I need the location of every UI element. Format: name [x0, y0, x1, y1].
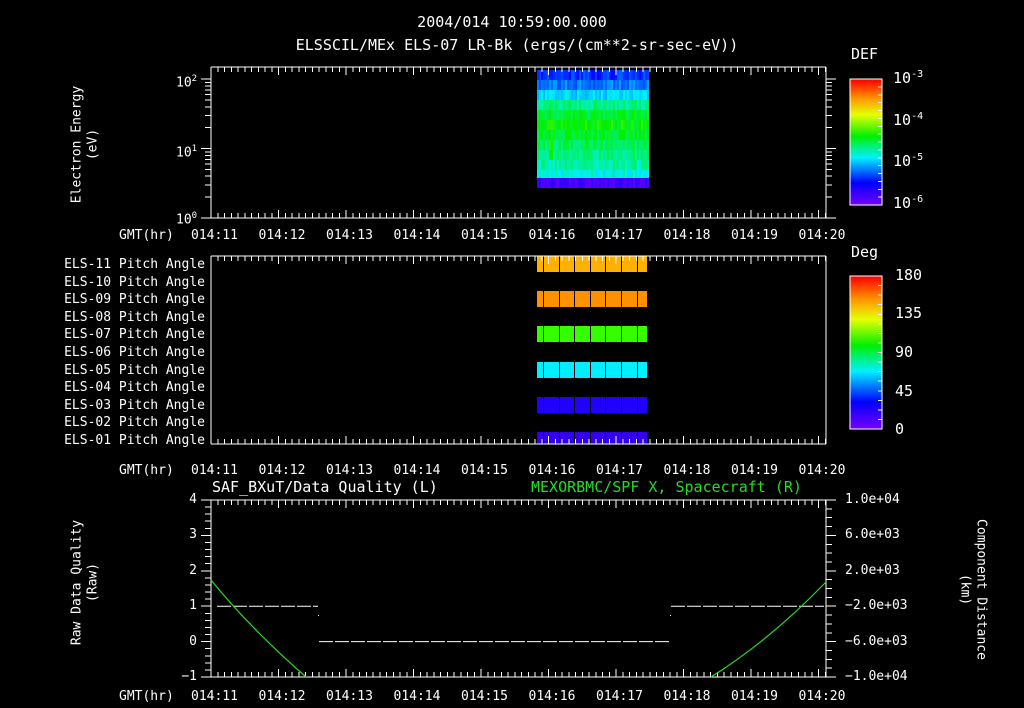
- panel3-ylabel-left: Raw Data Quality (Raw): [69, 503, 101, 663]
- x-axis-tick-label: 014:11: [191, 463, 238, 478]
- panel3-title-left: SAF_BXuT/Data Quality (L): [212, 478, 438, 496]
- colorbar1-label: DEF: [851, 45, 879, 63]
- pitch-angle-row-label: ELS-08 Pitch Angle: [64, 310, 205, 325]
- x-axis-tick-label: 014:13: [326, 689, 373, 704]
- x-axis-tick-label: 014:12: [258, 228, 306, 243]
- colorbar2-tick-135: 135: [895, 304, 923, 322]
- colorbar2-tick-45: 45: [895, 382, 914, 400]
- panel3-ytick-left: 3: [189, 527, 197, 543]
- x-axis-tick-label: 014:14: [393, 463, 441, 478]
- x-axis-tick-label: 014:16: [528, 463, 576, 478]
- panel1-ylabel-line1: Electron Energy: [69, 85, 85, 204]
- plot-title: ELSSCIL/MEx ELS-07 LR-Bk (ergs/(cm**2-sr…: [295, 36, 739, 54]
- colorbar1-tick-1e-6: 10-6: [893, 194, 924, 212]
- x-axis-tick-label: 014:18: [663, 463, 711, 478]
- panel3-ylabel-left-line1: Raw Data Quality: [69, 519, 85, 646]
- panel3-ylabel-left-line2: (Raw): [85, 562, 101, 603]
- panel1-ytick-100: 102: [176, 74, 198, 91]
- panel3-ylabel-right-line2: (km): [957, 573, 973, 606]
- x-axis-tick-label: 014:19: [731, 689, 778, 704]
- x-axis-tick-label: 014:14: [393, 228, 441, 243]
- panel3-ytick-left: 2: [189, 562, 197, 578]
- panel1-ylabel-line2: (eV): [85, 128, 101, 161]
- x-axis-tick-label: 014:20: [798, 463, 846, 478]
- colorbar2-tick-180: 180: [895, 266, 923, 284]
- panel3-ytick-right: −1.0e+04: [845, 669, 908, 684]
- x-axis-tick-label: 014:16: [528, 228, 576, 243]
- pitch-angle-row-label: ELS-04 Pitch Angle: [64, 380, 205, 395]
- panel3-ytick-left: −1: [181, 669, 197, 684]
- pitch-angle-row-label: ELS-01 Pitch Angle: [64, 433, 205, 448]
- panel3-ytick-right: −6.0e+03: [845, 633, 908, 649]
- x-axis-tick-label: 014:13: [326, 463, 373, 478]
- x-axis-tick-label: 014:14: [393, 689, 441, 704]
- pitch-angle-row-label: ELS-06 Pitch Angle: [64, 345, 205, 360]
- x-axis-tick-label: 014:12: [258, 463, 306, 478]
- x-axis-tick-label: 014:17: [596, 228, 643, 243]
- x-axis-tick-label: 014:19: [731, 228, 778, 243]
- colorbar1-tick-1e-4: 10-4: [893, 111, 924, 129]
- x-axis-tick-label: 014:13: [326, 228, 373, 243]
- panel3-ylabel-right-line1: Component Distance: [973, 519, 989, 660]
- pitch-angle-row-label: ELS-03 Pitch Angle: [64, 398, 205, 413]
- x-axis-tick-label: 014:15: [461, 463, 508, 478]
- pitch-angle-row-label: ELS-11 Pitch Angle: [64, 257, 205, 272]
- x-axis-tick-label: 014:16: [528, 689, 576, 704]
- x-axis-tick-label: 014:19: [731, 463, 778, 478]
- x-axis-tick-label: 014:17: [596, 463, 643, 478]
- x-axis-title: GMT(hr): [119, 463, 174, 478]
- panel3-ytick-left: 0: [189, 633, 197, 649]
- colorbar2-tick-90: 90: [895, 343, 914, 361]
- x-axis-title: GMT(hr): [119, 689, 174, 704]
- x-axis-tick-label: 014:20: [798, 689, 846, 704]
- colorbar2-tick-0: 0: [895, 420, 905, 438]
- x-axis-tick-label: 014:20: [798, 228, 846, 243]
- colorbar2-label: Deg: [851, 243, 879, 261]
- colorbar1-tick-1e-3: 10-3: [893, 69, 924, 87]
- panel3-ylabel-right: Component Distance (km): [957, 500, 989, 680]
- x-axis-tick-label: 014:18: [663, 228, 711, 243]
- x-axis-tick-label: 014:15: [461, 228, 508, 243]
- x-axis-tick-label: 014:18: [663, 689, 711, 704]
- panel3-title-right: MEXORBMC/SPF X, Spacecraft (R): [531, 478, 802, 496]
- x-axis-tick-label: 014:12: [258, 689, 306, 704]
- x-axis-tick-label: 014:15: [461, 689, 508, 704]
- panel3-ytick-right: 2.0e+03: [845, 562, 900, 578]
- x-axis-title: GMT(hr): [119, 228, 174, 243]
- pitch-angle-row-label: ELS-07 Pitch Angle: [64, 327, 205, 342]
- panel3-ytick-right: 6.0e+03: [845, 527, 900, 543]
- panel3-ytick-left: 1: [189, 598, 197, 614]
- pitch-angle-row-label: ELS-09 Pitch Angle: [64, 292, 205, 307]
- pitch-angle-row-label: ELS-10 Pitch Angle: [64, 275, 205, 290]
- pitch-angle-row-label: ELS-05 Pitch Angle: [64, 363, 205, 378]
- pitch-angle-row-label: ELS-02 Pitch Angle: [64, 415, 205, 430]
- panel1-ytick-1: 100: [176, 211, 198, 228]
- panel3-ytick-left: 4: [189, 492, 197, 507]
- panel1-ylabel: Electron Energy (eV): [69, 70, 101, 220]
- x-axis-tick-label: 014:11: [191, 228, 238, 243]
- colorbar1-tick-1e-5: 10-5: [893, 152, 924, 170]
- x-axis-tick-label: 014:11: [191, 689, 238, 704]
- panel3-ytick-right: −2.0e+03: [845, 598, 908, 614]
- panel3-ytick-right: 1.0e+04: [845, 492, 900, 507]
- plot-timestamp: 2004/014 10:59:00.000: [417, 13, 607, 31]
- panel1-ytick-10: 101: [176, 144, 198, 161]
- x-axis-tick-label: 014:17: [596, 689, 643, 704]
